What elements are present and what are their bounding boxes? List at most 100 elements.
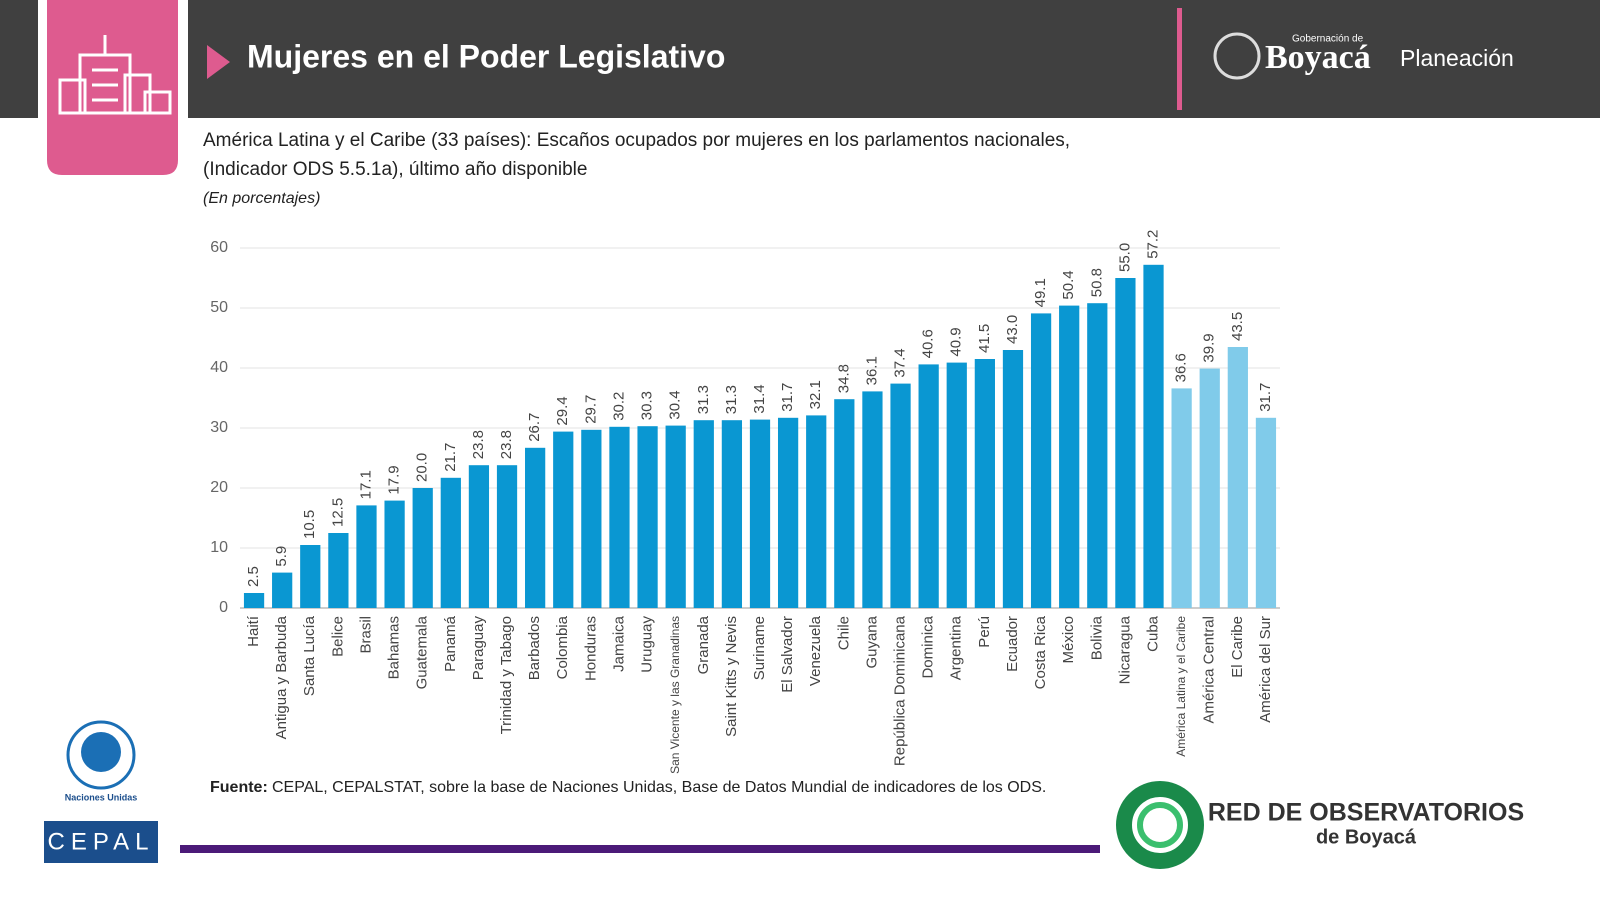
x-tick-label: Santa Lucía	[301, 615, 318, 696]
bar	[300, 545, 321, 608]
x-tick-label: Cuba	[1144, 615, 1161, 652]
title-arrow	[207, 45, 230, 79]
value-label: 31.3	[723, 385, 740, 414]
gov-name: Boyacá	[1265, 39, 1371, 76]
bar	[806, 415, 827, 608]
x-tick-label: Paraguay	[470, 616, 487, 681]
value-label: 21.7	[442, 443, 459, 472]
bar	[356, 505, 377, 608]
x-tick-label: Haití	[245, 615, 262, 647]
y-tick-label: 0	[219, 599, 228, 616]
x-tick-label: Barbados	[526, 616, 543, 680]
bar	[328, 533, 349, 608]
gov-small: Gobernación de	[1292, 34, 1364, 45]
value-label: 41.5	[976, 324, 993, 353]
bar	[1002, 350, 1024, 608]
value-label: 29.7	[582, 395, 599, 424]
bar	[1087, 303, 1108, 608]
x-tick-label: Granada	[695, 615, 712, 674]
bar	[834, 399, 855, 608]
x-tick-label: América Latina y el Caribe	[1174, 616, 1188, 757]
y-tick-label: 60	[210, 239, 228, 256]
value-label: 40.6	[920, 329, 937, 358]
value-label: 36.6	[1173, 353, 1190, 382]
x-tick-label: Guyana	[863, 615, 880, 668]
bar	[468, 465, 490, 608]
bar	[412, 488, 433, 608]
value-label: 31.7	[779, 383, 796, 412]
x-tick-label: Saint Kitts y Nevis	[723, 616, 740, 737]
cepal-box	[44, 821, 158, 863]
bar	[440, 477, 461, 608]
value-label: 29.4	[554, 396, 571, 425]
x-tick-label: Venezuela	[807, 615, 824, 686]
x-tick-label: Bahamas	[386, 616, 403, 679]
value-label: 12.5	[329, 498, 346, 527]
x-tick-label: México	[1060, 616, 1077, 664]
y-tick-label: 40	[210, 359, 228, 376]
un-logo	[66, 720, 136, 790]
bar	[272, 572, 293, 608]
value-label: 39.9	[1201, 333, 1218, 362]
chart-subtitle: (En porcentajes)	[203, 190, 320, 207]
page-title: Mujeres en el Poder Legislativo	[247, 38, 725, 74]
value-label: 34.8	[835, 364, 852, 393]
red-logo	[1116, 781, 1204, 869]
value-label: 37.4	[892, 348, 909, 377]
bar	[1059, 305, 1080, 608]
x-tick-label: Ecuador	[1004, 616, 1021, 672]
value-label: 43.5	[1229, 312, 1246, 341]
cepal-text: CEPAL	[48, 828, 155, 855]
x-tick-label: Belice	[329, 616, 346, 657]
red-logo-inner	[1137, 802, 1183, 848]
value-label: 20.0	[414, 453, 431, 482]
bar	[693, 420, 714, 608]
x-tick-label: Panamá	[442, 615, 459, 672]
value-label: 26.7	[526, 413, 543, 442]
x-tick-label: Chile	[835, 616, 852, 650]
coat-of-arms	[1213, 32, 1261, 80]
value-label: 2.5	[245, 566, 262, 587]
bar	[243, 593, 265, 608]
header-bar	[188, 0, 1600, 118]
bar	[609, 426, 630, 608]
x-tick-label: América Central	[1201, 616, 1218, 724]
red-title: RED DE OBSERVATORIOS	[1208, 799, 1524, 827]
value-label: 36.1	[863, 356, 880, 385]
y-tick-label: 50	[210, 299, 228, 316]
value-label: 31.7	[1257, 383, 1274, 412]
x-tick-label: Trinidad y Tabago	[498, 616, 515, 734]
x-tick-label: República Dominicana	[892, 615, 909, 766]
bar	[862, 391, 883, 608]
value-label: 50.8	[1088, 268, 1105, 297]
bar	[525, 447, 546, 608]
x-tick-label: Bolivia	[1088, 615, 1105, 660]
value-label: 10.5	[301, 510, 318, 539]
y-tick-label: 10	[210, 539, 228, 556]
bar	[918, 364, 939, 608]
value-label: 49.1	[1032, 278, 1049, 307]
gov-dept: Planeación	[1400, 45, 1514, 71]
chart-title: (Indicador ODS 5.5.1a), último año dispo…	[203, 159, 587, 180]
bar	[665, 425, 686, 608]
value-label: 31.4	[751, 384, 768, 413]
bar	[777, 417, 799, 608]
bar	[749, 419, 771, 608]
value-label: 57.2	[1144, 230, 1161, 259]
value-label: 17.9	[386, 465, 403, 494]
un-text: Naciones Unidas	[65, 792, 138, 802]
bar	[581, 429, 602, 608]
chart-title: América Latina y el Caribe (33 países): …	[203, 130, 1070, 151]
x-tick-label: El Salvador	[779, 616, 796, 693]
bar	[496, 465, 518, 608]
value-label: 17.1	[357, 470, 374, 499]
x-tick-label: América del Sur	[1257, 616, 1274, 723]
bar	[1030, 313, 1052, 608]
x-tick-label: Jamaica	[610, 615, 627, 672]
value-label: 31.3	[695, 385, 712, 414]
value-label: 50.4	[1060, 270, 1077, 299]
header-bar-left	[0, 0, 38, 118]
value-label: 5.9	[273, 546, 290, 567]
x-tick-label: Uruguay	[639, 616, 656, 673]
